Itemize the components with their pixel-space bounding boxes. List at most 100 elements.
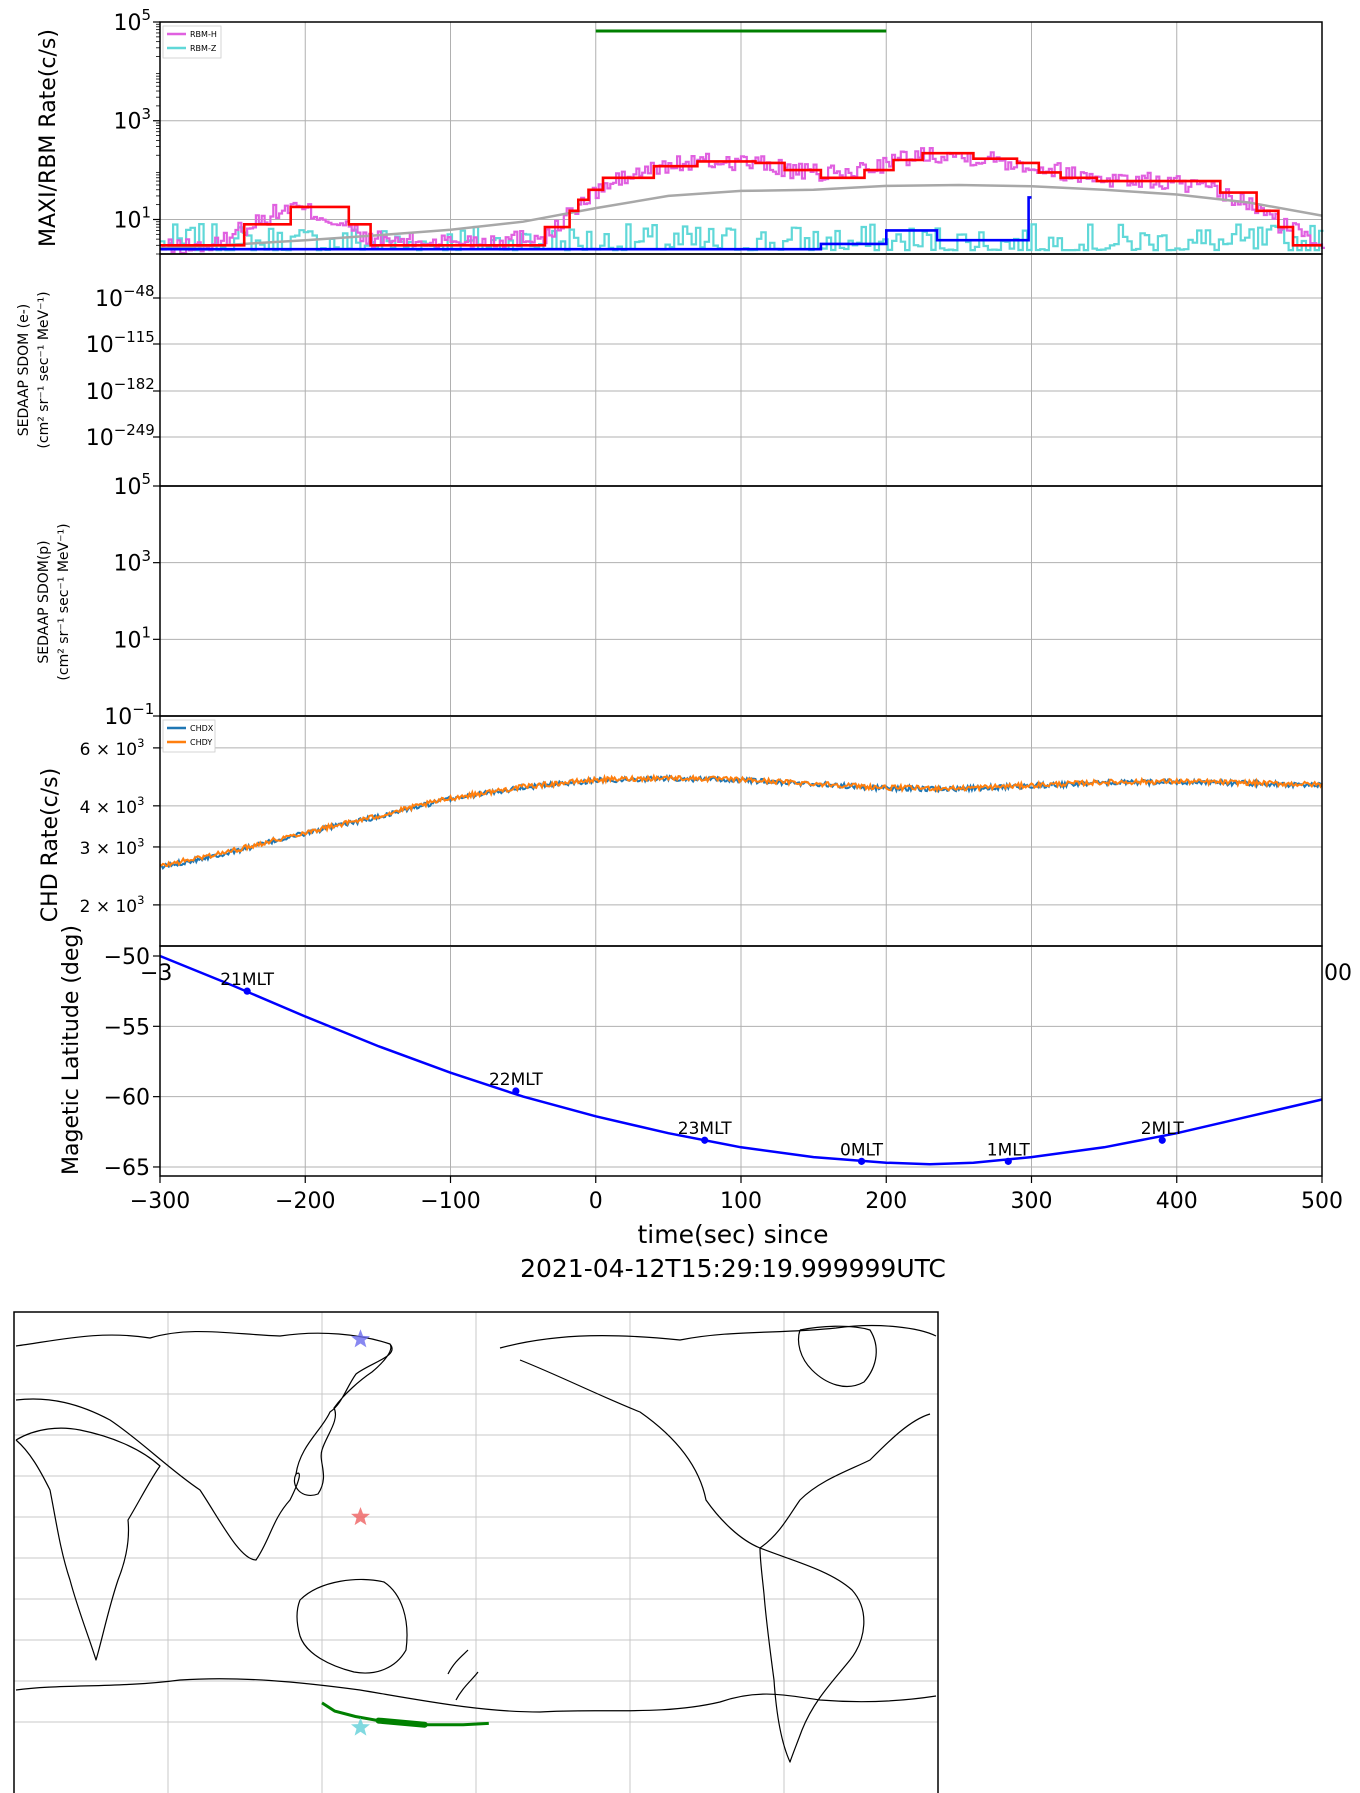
sdom-p-panel: 105 103 101 10−1 SEDAAP SDOM(p) (cm² sr⁻¹ s… xyxy=(36,470,1323,730)
coast-eurasia xyxy=(15,1330,393,1496)
chd-grid xyxy=(160,716,1322,946)
world-map xyxy=(13,1311,939,1793)
mlt-marker-label: 0MLT xyxy=(840,1140,884,1160)
coast-new-zealand xyxy=(447,1649,479,1701)
chdy-series xyxy=(159,773,1323,868)
mlt-marker xyxy=(857,1157,866,1165)
coast-south-america xyxy=(759,1547,865,1763)
sdom-e-ylabel: SEDAAP SDOM (e-) (cm² sr⁻¹ sec⁻¹ MeV⁻¹) xyxy=(16,291,52,448)
legend-rbmh-label: RBM-H xyxy=(190,30,217,39)
legend-chdx-label: CHDX xyxy=(190,724,214,733)
coast-australia xyxy=(296,1578,408,1674)
mlat-xtick-label: 300 xyxy=(1011,1189,1053,1214)
coast-india-asia xyxy=(15,1398,300,1561)
chd-xtick-fragment-left: −3 xyxy=(140,961,172,986)
sdom-p-grid xyxy=(160,486,1322,716)
map-frame xyxy=(13,1311,939,1793)
mlat-data: 21MLT 22MLT 23MLT 0MLT 1MLT 2MLT xyxy=(159,954,1323,1166)
mlt-marker xyxy=(1004,1157,1012,1165)
mlat-xtick-label: 400 xyxy=(1156,1189,1198,1214)
chd-ytick-label: 3 × 103 xyxy=(80,835,145,859)
mlat-ytick-label: −55 xyxy=(104,1015,150,1040)
rbm-ytick-label: 105 xyxy=(113,6,151,36)
sdom-e-ytick-label: 10−249 xyxy=(86,421,155,451)
mlat-xtick-label: −100 xyxy=(420,1189,480,1214)
mlt-marker-label: 1MLT xyxy=(987,1140,1031,1160)
sdom-p-ytick-label: 103 xyxy=(113,547,151,577)
rbm-ytick-label: 101 xyxy=(113,204,151,234)
mlat-xlabel-line1: time(sec) since xyxy=(637,1220,828,1249)
sdom-e-grid xyxy=(160,254,1322,486)
coastlines xyxy=(15,1324,937,1763)
rbm-legend: RBM-H RBM-Z xyxy=(162,25,222,59)
chd-data xyxy=(159,773,1323,871)
sdom-e-ylabel-line2: (cm² sr⁻¹ sec⁻¹ MeV⁻¹) xyxy=(36,291,52,448)
mlat-xtick-label: −300 xyxy=(130,1189,190,1214)
mlt-marker xyxy=(701,1136,709,1144)
chd-ytick-label: 2 × 103 xyxy=(80,893,145,917)
mlat-xtick-label: −200 xyxy=(275,1189,335,1214)
coast-greenland xyxy=(797,1325,877,1387)
mlat-ytick-label: −50 xyxy=(104,945,150,970)
mlt-marker-label: 21MLT xyxy=(220,970,274,990)
maxi-hard-series xyxy=(160,151,1322,247)
sdom-e-ytick-label: 10−182 xyxy=(86,375,155,405)
mlat-xticks: −300 −200 −100 0 100 200 300 400 500 xyxy=(130,1176,1343,1214)
map-stars xyxy=(351,1329,370,1736)
background-curve xyxy=(159,183,1323,250)
chd-panel: 2 × 103 3 × 103 4 × 103 6 × 103 CHD Rate(c/… xyxy=(38,715,1352,986)
sdom-p-ytick-label: 10−1 xyxy=(104,700,154,730)
coast-antarctica xyxy=(15,1678,937,1713)
chd-legend: CHDX CHDY xyxy=(162,719,216,753)
chd-yticks: 2 × 103 3 × 103 4 × 103 6 × 103 xyxy=(80,736,160,917)
mlat-series xyxy=(159,954,1323,1166)
mlt-marker xyxy=(243,987,251,995)
mlat-ylabel: Magetic Latitude (deg) xyxy=(59,925,84,1175)
sdom-e-ytick-label: 10−115 xyxy=(86,328,155,358)
sdom-p-ytick-label: 105 xyxy=(113,470,151,500)
sdom-p-ylabel: SEDAAP SDOM(p) (cm² sr⁻¹ sec⁻¹ MeV⁻¹) xyxy=(36,523,72,680)
mlat-grid xyxy=(160,946,1322,1176)
chd-xtick-fragment-right: 00 xyxy=(1324,961,1352,986)
chd-ytick-label: 6 × 103 xyxy=(80,736,145,760)
sdom-p-ytick-label: 101 xyxy=(113,623,151,653)
mlt-marker xyxy=(1158,1136,1166,1144)
mlat-xtick-label: 100 xyxy=(720,1189,762,1214)
blue-star xyxy=(351,1329,370,1348)
mlt-marker xyxy=(512,1087,520,1095)
sdom-p-ylabel-line1: SEDAAP SDOM(p) xyxy=(36,540,52,663)
sdom-p-yticks: 105 103 101 10−1 xyxy=(104,470,160,730)
legend-chdy-label: CHDY xyxy=(190,738,212,747)
mlt-marker-label: 22MLT xyxy=(489,1070,543,1090)
sdom-e-yticks: 10−48 10−115 10−182 10−249 xyxy=(86,282,160,451)
chd-ytick-label: 4 × 103 xyxy=(80,794,145,818)
mlat-xtick-label: 200 xyxy=(865,1189,907,1214)
mlat-panel: 21MLT 22MLT 23MLT 0MLT 1MLT 2MLT −50 −55 −60 −65… xyxy=(59,925,1343,1283)
coast-africa xyxy=(15,1427,161,1661)
legend-rbmz-label: RBM-Z xyxy=(190,44,217,53)
rbm-data xyxy=(159,29,1325,255)
mlat-yticks: −50 −55 −60 −65 xyxy=(104,945,160,1181)
mlat-xtick-label: 500 xyxy=(1301,1189,1343,1214)
mlt-marker-label: 2MLT xyxy=(1141,1119,1185,1139)
mlat-xlabel-line2: 2021-04-12T15:29:19.999999UTC xyxy=(520,1254,946,1283)
rbm-grid xyxy=(160,21,1322,254)
mlat-ytick-label: −60 xyxy=(104,1086,150,1111)
sdom-e-panel: 10−48 10−115 10−182 10−249 SEDAAP SDOM (e-)… xyxy=(16,253,1323,487)
mlat-ytick-label: −65 xyxy=(104,1156,150,1181)
sdom-e-ytick-label: 10−48 xyxy=(95,282,155,312)
rbm-ytick-label: 103 xyxy=(113,105,151,135)
sdom-e-ylabel-line1: SEDAAP SDOM (e-) xyxy=(16,304,32,437)
cyan-star xyxy=(351,1717,370,1736)
maxi-soft-series xyxy=(160,196,1032,251)
mlt-marker-label: 23MLT xyxy=(678,1119,732,1139)
rbm-panel: 101 103 105 MAXI/RBM Rate(c/s) RBM-H RBM-Z xyxy=(36,6,1325,255)
mlat-xtick-label: 0 xyxy=(589,1189,603,1214)
rbm-ylabel: MAXI/RBM Rate(c/s) xyxy=(36,29,61,247)
red-star xyxy=(351,1507,370,1526)
rbm-yticks: 101 103 105 xyxy=(113,6,160,255)
satellite-track-dense xyxy=(375,1717,428,1728)
chd-ylabel: CHD Rate(c/s) xyxy=(38,768,63,922)
coast-north-america xyxy=(499,1324,937,1549)
